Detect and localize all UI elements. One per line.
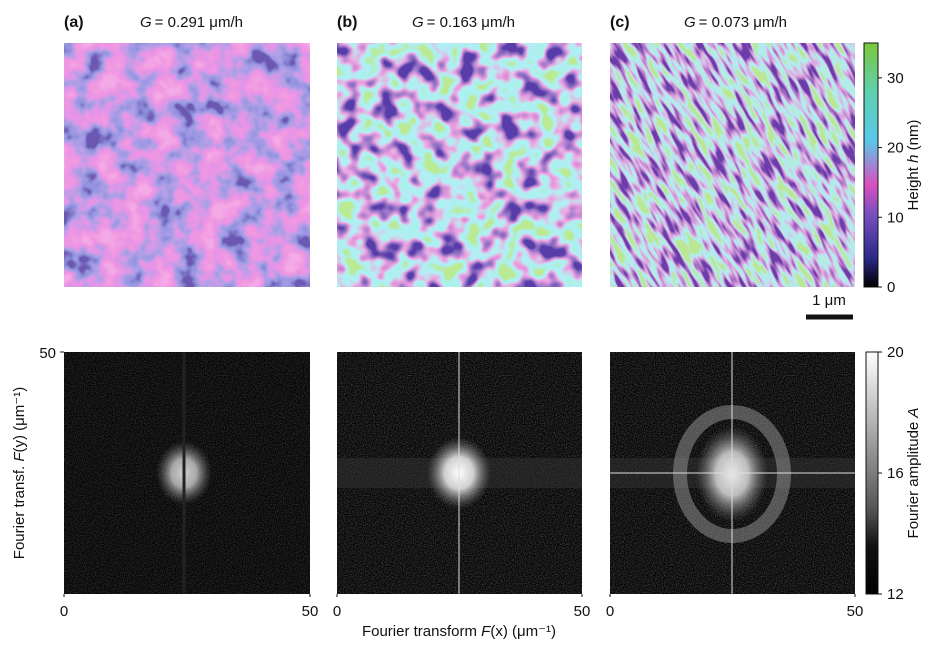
panel-title: G = 0.291 μm/h (140, 14, 243, 31)
colorbar-tick-label: 30 (887, 70, 904, 87)
colorbar-label: Height h (nm) (905, 120, 922, 211)
height-map (337, 43, 582, 287)
height-map (610, 43, 855, 287)
title-symbol: G (684, 14, 696, 31)
x-tick-label: 0 (333, 603, 341, 620)
label-symbol: A (905, 408, 922, 419)
title-value: = 0.163 μm/h (427, 14, 515, 31)
x-tick-label: 0 (60, 603, 68, 620)
colorbar-tick-label: 16 (887, 465, 904, 482)
y-tick-label: 50 (39, 345, 56, 362)
panel-label: (a) (64, 14, 84, 31)
x-tick-label: 50 (847, 603, 864, 620)
label-text: Height (905, 163, 922, 211)
label-text: Fourier amplitude (905, 418, 922, 539)
title-value: = 0.291 μm/h (155, 14, 243, 31)
fourier-map (337, 352, 582, 594)
label-text: Fourier transf. (11, 462, 28, 560)
x-tick-label: 50 (302, 603, 319, 620)
label-symbol: h (905, 155, 922, 163)
label-unit: (nm) (905, 120, 922, 155)
colorbar-label: Fourier amplitude A (905, 408, 922, 539)
label-text: Fourier transform (362, 623, 481, 640)
x-tick-label: 0 (606, 603, 614, 620)
label-rest: (y) (μm⁻¹) (11, 387, 28, 453)
x-tick-label: 50 (574, 603, 591, 620)
colorbar-tick-label: 10 (887, 209, 904, 226)
label-rest: (x) (μm⁻¹) (490, 623, 556, 640)
scale-bar-label: 1 μm (812, 292, 846, 309)
colorbar-tick-label: 20 (887, 344, 904, 361)
title-symbol: G (140, 14, 152, 31)
title-symbol: G (412, 14, 424, 31)
height-map (64, 43, 310, 287)
panel-label: (b) (337, 14, 357, 31)
label-symbol: F (481, 623, 491, 640)
fourier-map (610, 352, 855, 594)
colorbar-tick-label: 12 (887, 586, 904, 603)
panel-title: G = 0.163 μm/h (412, 14, 515, 31)
fourier-map (64, 352, 310, 594)
label-symbol: F (11, 452, 28, 462)
colorbar-tick-label: 0 (887, 279, 895, 296)
colorbar-tick-label: 20 (887, 140, 904, 157)
x-axis-label: Fourier transform F(x) (μm⁻¹) (362, 623, 556, 640)
colorbar (865, 351, 879, 595)
title-value: = 0.073 μm/h (699, 14, 787, 31)
colorbar (863, 42, 879, 288)
panel-label: (c) (610, 14, 630, 31)
y-axis-label: Fourier transf. F(y) (μm⁻¹) (11, 387, 28, 559)
panel-title: G = 0.073 μm/h (684, 14, 787, 31)
